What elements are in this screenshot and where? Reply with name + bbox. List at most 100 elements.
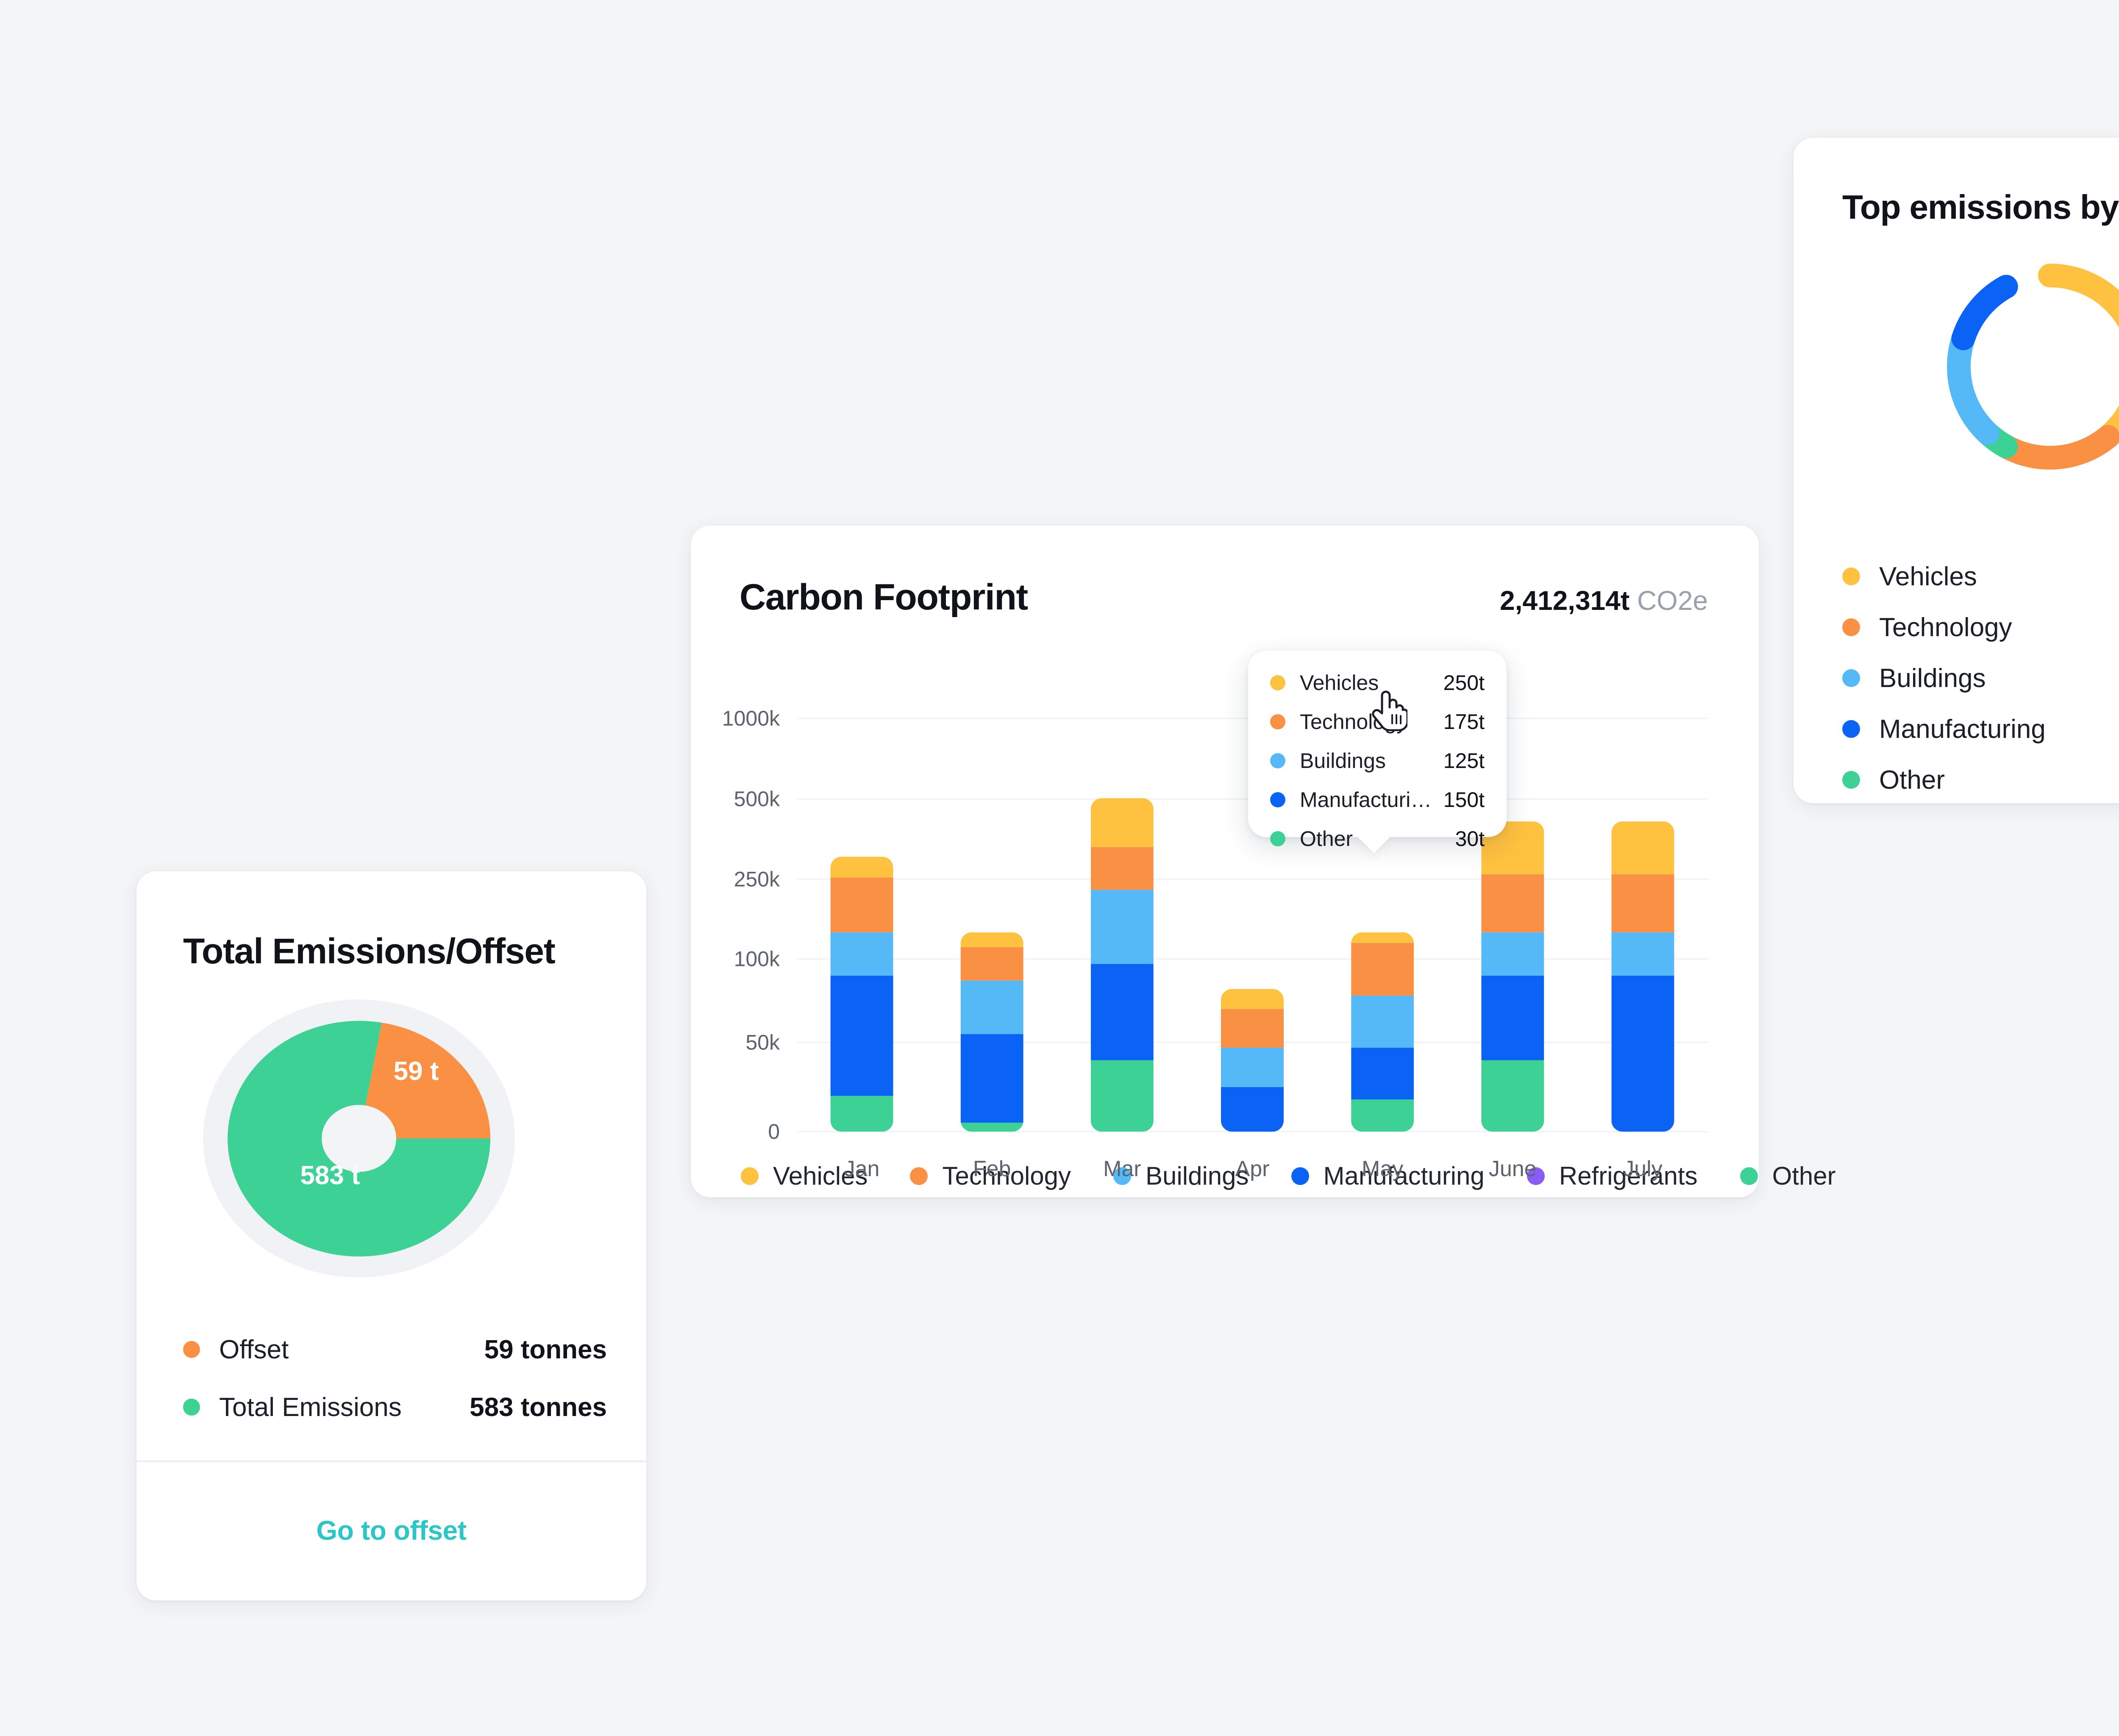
x-axis-tick-label: Apr xyxy=(1235,1157,1270,1181)
top-emissions-legend-row: Technology19% xyxy=(1842,602,2119,653)
chart-legend-item[interactable]: Buildings xyxy=(1113,1161,1249,1191)
chart-legend-item[interactable]: Manufacturing xyxy=(1291,1161,1485,1191)
legend-label: Refrigerants xyxy=(1559,1162,1698,1190)
legend-label: Other xyxy=(1772,1162,1836,1190)
total-emissions-legend-label: Total Emissions xyxy=(219,1392,402,1422)
bar-segment-other xyxy=(1481,1060,1544,1132)
go-to-offset-link[interactable]: Go to offset xyxy=(316,1515,467,1546)
carbon-footprint-total-unit: CO2e xyxy=(1637,585,1708,616)
tooltip-color-dot-icon xyxy=(1270,753,1285,768)
legend-color-dot-icon xyxy=(1527,1167,1545,1185)
stacked-bar[interactable] xyxy=(1611,821,1674,1132)
donut-slice-buildings[interactable] xyxy=(1947,264,2119,470)
legend-label: Buildings xyxy=(1146,1162,1249,1190)
legend-color-dot-icon xyxy=(1842,720,1860,738)
bar-segment-technology xyxy=(960,947,1023,981)
bar-segment-buildings xyxy=(1351,996,1414,1048)
offset-slice-label: 59 t xyxy=(394,1057,439,1086)
chart-legend-item[interactable]: Refrigerants xyxy=(1527,1161,1698,1191)
legend-color-dot-icon xyxy=(1842,669,1860,687)
donut-slice-vehicles[interactable] xyxy=(1947,264,2119,470)
legend-label: Technology xyxy=(942,1162,1071,1190)
legend-label: Technology xyxy=(1879,612,2012,642)
tooltip-value: 250t xyxy=(1443,671,1485,695)
legend-color-dot-icon xyxy=(741,1167,759,1185)
tooltip-value: 175t xyxy=(1443,710,1485,734)
bar-segment-technology xyxy=(830,877,893,932)
bar-segment-manufacturing xyxy=(1481,975,1544,1060)
carbon-footprint-title: Carbon Footprint xyxy=(740,577,1028,618)
tooltip-label: Buildings xyxy=(1300,749,1386,773)
carbon-footprint-card: Carbon Footprint 2,412,314t CO2e Vehicle… xyxy=(691,526,1836,1197)
carbon-footprint-total-value: 2,412,314t xyxy=(1500,585,1630,616)
legend-item-total-emissions: Total Emissions 583 tonnes xyxy=(183,1378,607,1436)
stacked-bar[interactable] xyxy=(1351,932,1414,1132)
legend-color-dot-icon xyxy=(1842,771,1860,789)
bar-segment-vehicles xyxy=(1351,932,1414,943)
donut-slice-technology[interactable] xyxy=(1947,264,2119,470)
top-emissions-legend-row: Manufacturing12% xyxy=(1842,704,2119,754)
bar-segment-manufacturing xyxy=(960,1034,1023,1123)
y-axis-tick-label: 100k xyxy=(734,947,780,971)
x-axis-tick-label: July xyxy=(1623,1157,1662,1181)
offset-legend-value: 59 tonnes xyxy=(484,1335,607,1364)
stacked-bar[interactable] xyxy=(830,857,893,1132)
tooltip-value: 30t xyxy=(1455,827,1485,851)
stacked-bar[interactable] xyxy=(1090,798,1154,1132)
y-axis-tick-label: 500k xyxy=(734,787,780,811)
chart-legend-item[interactable]: Vehicles xyxy=(741,1161,868,1191)
tooltip-row: Technology 175t xyxy=(1270,702,1485,741)
bar-segment-buildings xyxy=(960,980,1023,1034)
tooltip-color-dot-icon xyxy=(1270,714,1285,729)
bar-segment-manufacturing xyxy=(1221,1087,1284,1132)
chart-tooltip: Vehicles 250t Technology 175t Buildings 125t M… xyxy=(1248,651,1507,853)
legend-label: Vehicles xyxy=(1879,562,1977,591)
bar-segment-buildings xyxy=(1221,1048,1284,1087)
stacked-bar[interactable] xyxy=(1221,989,1284,1132)
tooltip-value: 125t xyxy=(1443,749,1485,773)
top-emissions-legend-row: Buildings18% xyxy=(1842,653,2119,704)
legend-label: Vehicles xyxy=(773,1162,868,1190)
total-emissions-color-dot-icon xyxy=(183,1399,200,1416)
tooltip-row: Manufacturing... 150t xyxy=(1270,780,1485,819)
stacked-bar[interactable] xyxy=(1481,821,1544,1132)
x-axis-tick-label: Mar xyxy=(1103,1157,1141,1181)
tooltip-row: Vehicles 250t xyxy=(1270,663,1485,702)
total-emissions-offset-title: Total Emissions/Offset xyxy=(183,931,556,971)
chart-legend-item[interactable]: Technology xyxy=(910,1161,1071,1191)
legend-color-dot-icon xyxy=(910,1167,928,1185)
bar-segment-manufacturing xyxy=(1090,964,1154,1060)
bar-segment-technology xyxy=(1611,874,1674,932)
bar-segment-vehicles xyxy=(1090,798,1154,847)
offset-legend: Offset 59 tonnes Total Emissions 583 ton… xyxy=(183,1321,607,1436)
bar-segment-vehicles xyxy=(830,857,893,878)
legend-item-offset: Offset 59 tonnes xyxy=(183,1321,607,1378)
legend-color-dot-icon xyxy=(1842,618,1860,636)
tooltip-label: Vehicles xyxy=(1300,671,1379,695)
tooltip-value: 150t xyxy=(1443,788,1485,812)
legend-label: Manufacturing xyxy=(1879,714,2046,744)
bar-segment-buildings xyxy=(1611,932,1674,976)
donut-center-hole xyxy=(322,1105,396,1172)
tooltip-label: Other xyxy=(1300,827,1353,851)
bar-segment-buildings xyxy=(1090,890,1154,964)
carbon-footprint-plot: 0 50k 100k 250k 500k 1000k Jan Feb Mar Apr May June… xyxy=(722,707,1708,1181)
bar-segment-vehicles xyxy=(960,932,1023,947)
bar-segment-other xyxy=(830,1096,893,1132)
stacked-bar[interactable] xyxy=(960,932,1023,1132)
offset-legend-label: Offset xyxy=(219,1335,289,1364)
legend-label: Buildings xyxy=(1879,663,1986,693)
tooltip-color-dot-icon xyxy=(1270,831,1285,846)
hand-pointer-cursor-icon xyxy=(1372,690,1407,731)
tooltip-row: Buildings 125t xyxy=(1270,741,1485,780)
total-emissions-offset-donut: 59 t 583 t xyxy=(202,999,516,1278)
x-axis-tick-label: Jan xyxy=(844,1157,880,1181)
legend-label: Manufacturing xyxy=(1323,1162,1485,1190)
top-emissions-legend-row: Vehicles39% xyxy=(1842,551,2119,602)
total-emissions-legend-value: 583 tonnes xyxy=(470,1392,607,1422)
bar-segment-technology xyxy=(1090,847,1154,890)
chart-legend-item[interactable]: Other xyxy=(1740,1161,1836,1191)
carbon-footprint-legend: Vehicles Technology Buildings Manufacturing… xyxy=(741,1161,1878,1191)
bar-segment-technology xyxy=(1221,1009,1284,1048)
